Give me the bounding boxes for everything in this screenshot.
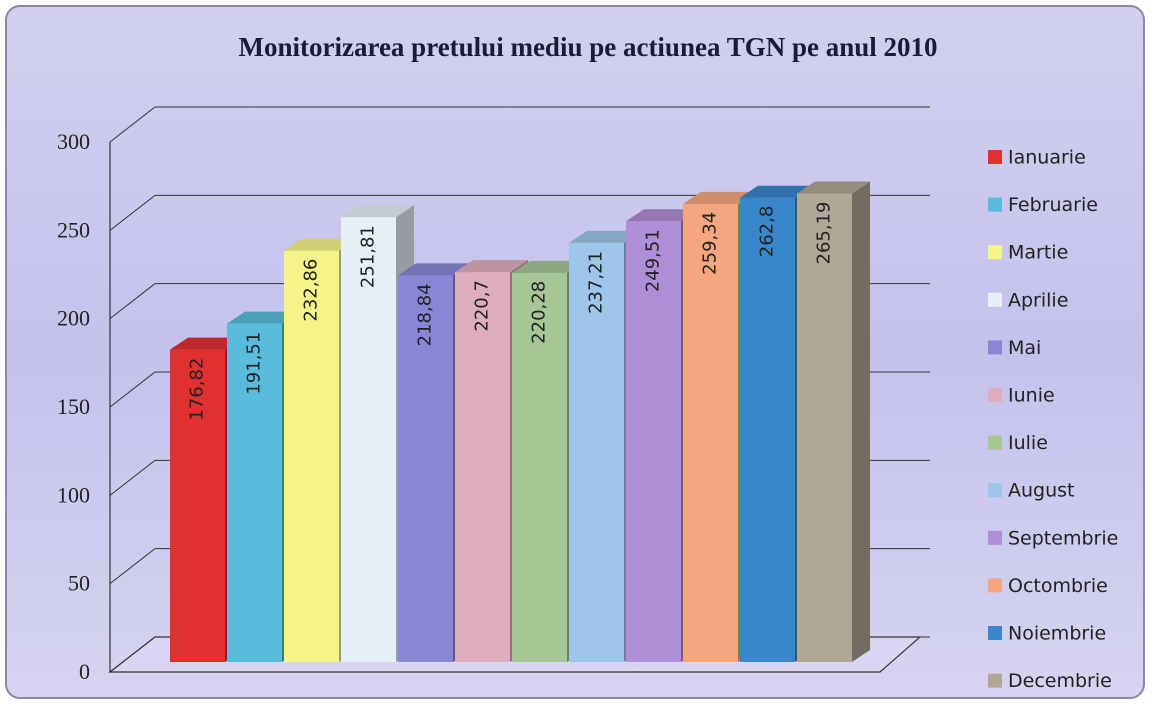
bar-top-shade (569, 230, 642, 243)
y-tick-label: 50 (68, 571, 90, 596)
legend-swatch (988, 673, 1002, 688)
bar-top (284, 238, 357, 251)
value-label: 237,21 (586, 251, 607, 314)
bar-top-shade (284, 238, 357, 251)
bar (227, 323, 282, 662)
bar (398, 275, 453, 662)
legend-label: Octombrie (1008, 575, 1108, 597)
y-tick-label: 150 (57, 394, 90, 419)
value-label: 259,34 (700, 212, 721, 275)
value-label: 218,84 (415, 283, 436, 346)
legend-swatch (988, 626, 1002, 640)
legend-label: Mai (1008, 337, 1041, 359)
legend-swatch (988, 340, 1002, 355)
bar-top-shade (797, 181, 870, 194)
bar (740, 197, 795, 662)
bar (512, 272, 567, 662)
legend-label: Aprilie (1008, 289, 1068, 311)
legend-swatch (988, 578, 1002, 593)
legend-label: Martie (1008, 242, 1068, 264)
bar (284, 250, 339, 662)
bar-top (398, 263, 471, 276)
bar-side (852, 181, 870, 662)
bar-top (455, 260, 528, 273)
grid-line (109, 106, 930, 143)
legend-swatch (988, 197, 1002, 212)
grid-line (109, 194, 930, 231)
bar-top (227, 311, 300, 324)
bar-top-shade (683, 191, 756, 204)
legend-swatch (988, 388, 1002, 402)
legend-label: Februarie (1008, 194, 1098, 216)
y-tick-label: 100 (57, 482, 90, 507)
value-label: 262,8 (757, 206, 778, 258)
bar-top-shade (512, 260, 585, 273)
legend-label: Iunie (1008, 385, 1055, 407)
bar-top (740, 185, 813, 198)
bar-top-shade (626, 209, 699, 222)
bar-side-shade (852, 181, 870, 662)
value-label: 251,81 (358, 225, 379, 288)
bar-top-shade (170, 337, 243, 350)
chart-title: Monitorizarea pretului mediu pe actiunea… (238, 32, 937, 62)
y-tick-label: 0 (79, 659, 90, 684)
bar (569, 242, 624, 662)
legend-label: Decembrie (1008, 670, 1112, 692)
legend-label: Iulie (1008, 432, 1048, 454)
legend-swatch (988, 292, 1002, 307)
y-tick-label: 300 (57, 129, 90, 154)
bar (683, 203, 738, 662)
legend-label: Septembrie (1008, 527, 1118, 549)
bar-top-shade (398, 263, 471, 276)
bar-top-shade (341, 205, 414, 218)
bar-top (626, 209, 699, 222)
bar-top-shade (227, 311, 300, 324)
bar (341, 217, 396, 662)
bar (455, 272, 510, 662)
legend-swatch (988, 150, 1002, 164)
bar-top (341, 205, 414, 218)
bar-top (569, 230, 642, 243)
value-label: 176,82 (187, 358, 208, 421)
bar-top (512, 260, 585, 273)
y-tick-label: 200 (57, 306, 90, 331)
legend-swatch (988, 435, 1002, 450)
legend-swatch (988, 245, 1002, 260)
bar-top (170, 337, 243, 350)
value-label: 220,7 (472, 280, 493, 332)
value-label: 220,28 (529, 281, 550, 344)
legend-swatch (988, 483, 1002, 498)
bar-top-shade (740, 185, 813, 198)
bar-top-shade (455, 260, 528, 273)
value-label: 249,51 (643, 229, 664, 292)
legend-label: August (1008, 480, 1075, 502)
bar (797, 193, 852, 662)
bar (626, 221, 681, 662)
value-label: 232,86 (301, 259, 322, 322)
bar (170, 349, 225, 662)
legend-swatch (988, 530, 1002, 545)
y-tick-label: 250 (57, 217, 90, 242)
value-label: 265,19 (814, 201, 835, 264)
legend-label: Noiembrie (1008, 623, 1106, 645)
bar-top (683, 191, 756, 204)
value-label: 191,51 (244, 332, 265, 395)
bar-top (797, 181, 870, 194)
legend-label: Ianuarie (1008, 147, 1086, 169)
